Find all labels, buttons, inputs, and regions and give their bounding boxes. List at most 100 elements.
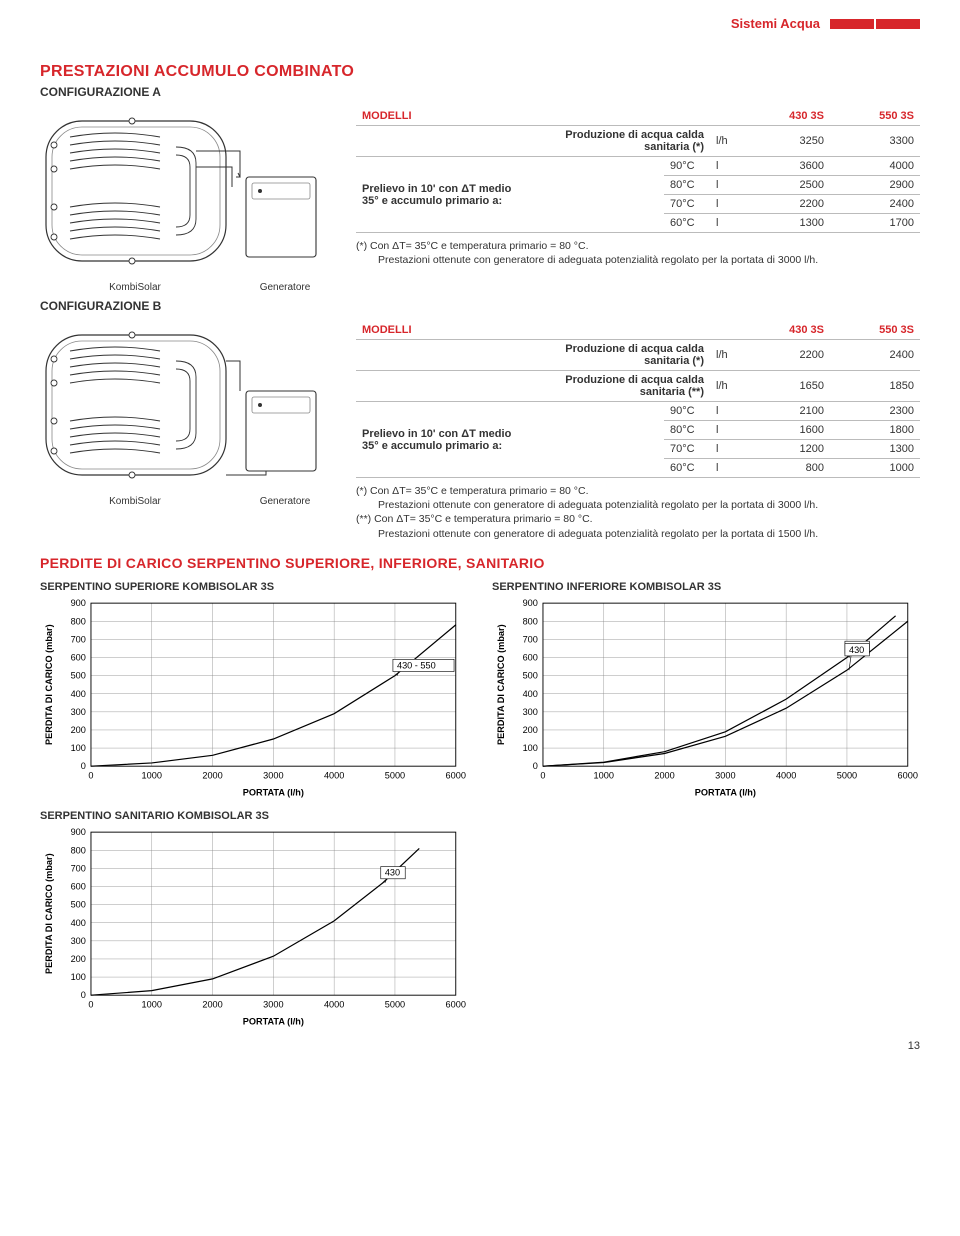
svg-text:PERDITA DI CARICO (mbar): PERDITA DI CARICO (mbar) — [44, 854, 54, 975]
svg-text:PORTATA (l/h): PORTATA (l/h) — [243, 1017, 304, 1027]
svg-text:400: 400 — [523, 688, 538, 698]
svg-text:0: 0 — [88, 1000, 93, 1010]
config-a-diagram — [40, 107, 340, 277]
config-a-table: MODELLI 430 3S 550 3S Produzione di acqu… — [356, 107, 920, 233]
svg-text:1000: 1000 — [142, 770, 162, 780]
charts-section-title: PERDITE DI CARICO SERPENTINO SUPERIORE, … — [40, 555, 920, 571]
config-b-note: (*) Con ΔT= 35°C e temperatura primario … — [356, 484, 920, 541]
header-block-2 — [876, 19, 920, 29]
row-prod-v1: 3250 — [740, 126, 830, 157]
header-block-1 — [830, 19, 874, 29]
svg-text:500: 500 — [523, 670, 538, 680]
svg-text:0: 0 — [540, 770, 545, 780]
svg-text:100: 100 — [71, 743, 86, 753]
table-row: Prelievo in 10' con ΔT medio 35° e accum… — [356, 157, 920, 176]
svg-text:600: 600 — [71, 882, 86, 892]
config-b-caption-left: KombiSolar — [45, 496, 225, 507]
svg-text:700: 700 — [71, 864, 86, 874]
chart2-title: SERPENTINO INFERIORE KOMBISOLAR 3S — [492, 581, 920, 593]
table-header: MODELLI 430 3S 550 3S — [356, 321, 920, 340]
config-a-note: (*) Con ΔT= 35°C e temperatura primario … — [356, 239, 920, 267]
cell-v1: 3600 — [740, 157, 830, 176]
svg-text:430: 430 — [385, 868, 400, 878]
config-a-caption-right: Generatore — [235, 282, 335, 293]
config-b-table: MODELLI 430 3S 550 3S Produzione di acqu… — [356, 321, 920, 478]
svg-text:1000: 1000 — [594, 770, 614, 780]
svg-text:PORTATA (l/h): PORTATA (l/h) — [695, 787, 756, 797]
svg-text:2000: 2000 — [202, 770, 222, 780]
chart1-box: SERPENTINO SUPERIORE KOMBISOLAR 3S 0 1000… — [40, 581, 468, 799]
svg-text:4000: 4000 — [324, 1000, 344, 1010]
svg-text:6000: 6000 — [446, 1000, 466, 1010]
note-star: (*) Con ΔT= 35°C e temperatura primario … — [356, 240, 589, 252]
svg-text:3000: 3000 — [263, 770, 283, 780]
svg-text:430 - 550: 430 - 550 — [397, 660, 436, 670]
svg-text:300: 300 — [71, 936, 86, 946]
svg-text:900: 900 — [71, 598, 86, 608]
side-label: Prelievo in 10' con ΔT medio 35° e accum… — [356, 157, 664, 233]
svg-text:0: 0 — [81, 991, 86, 1001]
table-row: Produzione di acqua calda sanitaria (*) … — [356, 340, 920, 371]
svg-text:300: 300 — [71, 707, 86, 717]
note-detail: Prestazioni ottenute con generatore di a… — [356, 253, 920, 267]
svg-text:100: 100 — [71, 973, 86, 983]
svg-text:430: 430 — [849, 645, 864, 655]
cell-temp: 90°C — [664, 157, 710, 176]
svg-text:100: 100 — [523, 743, 538, 753]
charts-row-2: SERPENTINO SANITARIO KOMBISOLAR 3S 01000… — [40, 810, 920, 1028]
svg-text:6000: 6000 — [446, 770, 466, 780]
chart1-svg: 0100020003000400050006000010020030040050… — [40, 595, 468, 799]
svg-text:900: 900 — [523, 598, 538, 608]
config-b-table-col: MODELLI 430 3S 550 3S Produzione di acqu… — [356, 321, 920, 541]
svg-text:800: 800 — [71, 616, 86, 626]
config-a-diagram-col: KombiSolar Generatore — [40, 107, 340, 293]
table-row: Produzione di acqua calda sanitaria (*) … — [356, 126, 920, 157]
svg-text:400: 400 — [71, 688, 86, 698]
svg-text:PERDITA DI CARICO (mbar): PERDITA DI CARICO (mbar) — [44, 624, 54, 745]
config-a-block: KombiSolar Generatore MODELLI 430 3S 550… — [40, 107, 920, 293]
table-row: Produzione di acqua calda sanitaria (**)… — [356, 371, 920, 402]
svg-text:0: 0 — [533, 761, 538, 771]
th-c2: 550 3S — [830, 107, 920, 126]
charts-row-1: SERPENTINO SUPERIORE KOMBISOLAR 3S 01000… — [40, 581, 920, 799]
svg-text:PERDITA DI CARICO (mbar): PERDITA DI CARICO (mbar) — [496, 624, 506, 745]
chart2-svg: 0100020003000400050006000010020030040050… — [492, 595, 920, 799]
cell-unit: l — [710, 157, 740, 176]
chart1-title: SERPENTINO SUPERIORE KOMBISOLAR 3S — [40, 581, 468, 593]
svg-text:200: 200 — [71, 725, 86, 735]
svg-text:600: 600 — [71, 652, 86, 662]
header-label: Sistemi Acqua — [731, 16, 820, 31]
svg-text:400: 400 — [71, 918, 86, 928]
row-prod-unit: l/h — [710, 126, 740, 157]
config-b-block: KombiSolar Generatore MODELLI 430 3S 550… — [40, 321, 920, 541]
svg-text:4000: 4000 — [324, 770, 344, 780]
config-b-caption-right: Generatore — [235, 496, 335, 507]
svg-text:0: 0 — [88, 770, 93, 780]
svg-text:700: 700 — [523, 634, 538, 644]
config-a-table-col: MODELLI 430 3S 550 3S Produzione di acqu… — [356, 107, 920, 293]
main-title: PRESTAZIONI ACCUMULO COMBINATO — [40, 63, 920, 81]
chart3-box: SERPENTINO SANITARIO KOMBISOLAR 3S 01000… — [40, 810, 468, 1028]
row-prod-v2: 3300 — [830, 126, 920, 157]
svg-text:300: 300 — [523, 707, 538, 717]
svg-text:800: 800 — [523, 616, 538, 626]
svg-text:2000: 2000 — [654, 770, 674, 780]
table-header: MODELLI 430 3S 550 3S — [356, 107, 920, 126]
svg-text:1000: 1000 — [142, 1000, 162, 1010]
page-header: Sistemi Acqua — [40, 16, 920, 31]
svg-text:800: 800 — [71, 846, 86, 856]
svg-text:5000: 5000 — [385, 1000, 405, 1010]
config-b-label: CONFIGURAZIONE B — [40, 299, 920, 313]
svg-text:5000: 5000 — [837, 770, 857, 780]
svg-text:600: 600 — [523, 652, 538, 662]
svg-text:5000: 5000 — [385, 770, 405, 780]
svg-text:500: 500 — [71, 900, 86, 910]
svg-text:6000: 6000 — [898, 770, 918, 780]
cell-v2: 4000 — [830, 157, 920, 176]
chart2-box: SERPENTINO INFERIORE KOMBISOLAR 3S 01000… — [492, 581, 920, 799]
table-row: Prelievo in 10' con ΔT medio 35° e accum… — [356, 402, 920, 421]
svg-text:900: 900 — [71, 828, 86, 838]
chart3-svg: 0100020003000400050006000010020030040050… — [40, 824, 468, 1028]
svg-text:2000: 2000 — [202, 1000, 222, 1010]
svg-text:500: 500 — [71, 670, 86, 680]
